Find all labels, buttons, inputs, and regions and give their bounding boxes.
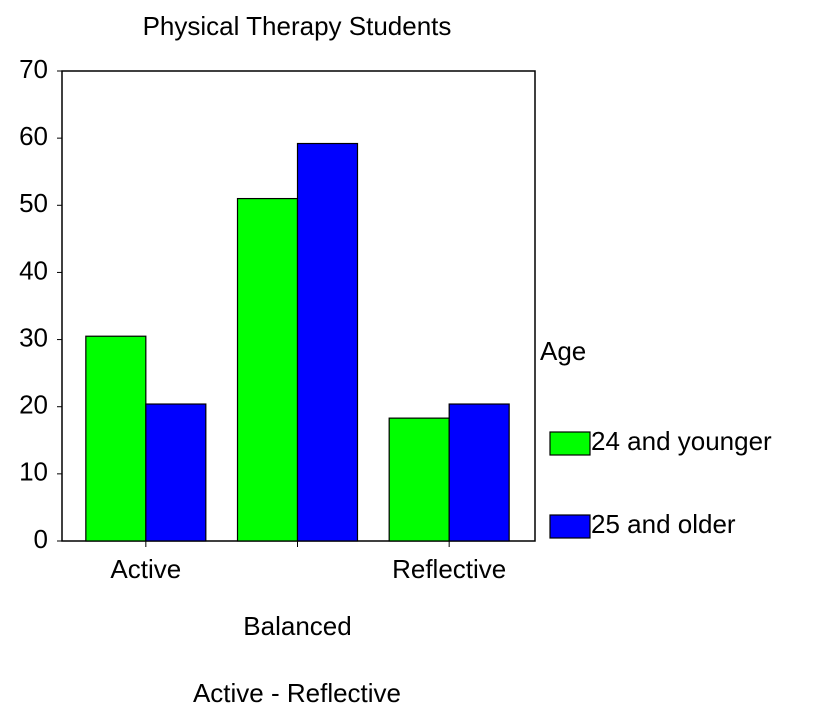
bar [296,142,359,542]
y-tick-label: 0 [34,524,48,554]
bar [388,417,450,542]
x-tick-label: Active [110,554,181,584]
bar [448,403,510,542]
legend-title: Age [540,336,586,366]
x-tick-label: Reflective [392,554,506,584]
bar [236,197,299,542]
x-tick-label: Balanced [243,611,351,641]
y-tick-label: 20 [19,390,48,420]
y-tick-label: 30 [19,322,48,352]
y-tick-label: 50 [19,188,48,218]
bar [145,403,207,542]
chart-title: Physical Therapy Students [143,11,452,41]
legend-label: 25 and older [591,509,736,539]
y-tick-label: 60 [19,121,48,151]
y-tick-label: 70 [19,54,48,84]
legend-swatch [549,514,591,539]
y-tick-label: 40 [19,255,48,285]
x-axis-title: Active - Reflective [193,678,401,708]
bar [85,335,147,542]
legend-label: 24 and younger [591,426,772,456]
y-tick-label: 10 [19,457,48,487]
legend-swatch [549,431,591,456]
